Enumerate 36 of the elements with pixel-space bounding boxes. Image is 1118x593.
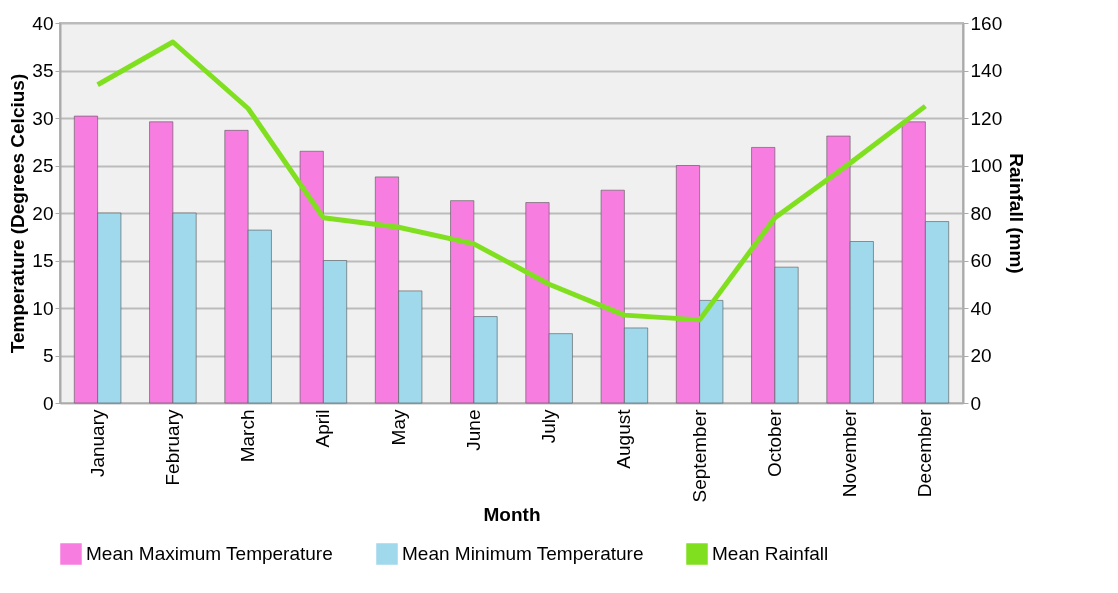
y2-tick-label: 20 xyxy=(970,345,992,366)
x-tick-label: December xyxy=(914,408,936,498)
y-tick-label: 0 xyxy=(42,392,54,414)
x-axis-title: Month xyxy=(483,504,541,526)
x-tick-label: March xyxy=(237,409,259,463)
y2-tick-label: 100 xyxy=(970,155,1003,176)
x-tick-label: January xyxy=(86,409,108,478)
y2-tick-label: 60 xyxy=(970,250,992,271)
legend-label: Mean Maximum Temperature xyxy=(86,543,333,564)
y-tick-label: 15 xyxy=(32,250,54,271)
y2-tick-label: 80 xyxy=(970,202,992,224)
x-tick-label: August xyxy=(613,408,635,469)
x-tick-label: May xyxy=(387,409,409,446)
y2-tick-label: 160 xyxy=(970,12,1003,34)
y-tick-label: 10 xyxy=(32,297,54,319)
legend-label: Mean Rainfall xyxy=(712,543,829,564)
y2-tick-label: 120 xyxy=(970,107,1003,129)
y-tick-label: 40 xyxy=(32,12,54,34)
x-tick-label: April xyxy=(312,409,334,448)
y-tick-label: 30 xyxy=(32,107,54,129)
x-tick-label: February xyxy=(161,409,183,486)
y-axis-title: Temperature (Degrees Celcius) xyxy=(7,73,29,354)
y-tick-label: 5 xyxy=(42,345,54,366)
y-tick-label: 25 xyxy=(32,155,54,176)
x-tick-label: July xyxy=(538,409,560,444)
y2-tick-label: 40 xyxy=(970,297,992,319)
legend-label: Mean Minimum Temperature xyxy=(402,543,644,564)
y2-tick-label: 0 xyxy=(970,392,982,414)
y2-axis-title: Rainfall (mm) xyxy=(1006,153,1028,274)
y-tick-label: 20 xyxy=(32,202,54,224)
x-tick-label: June xyxy=(462,409,484,451)
x-tick-label: November xyxy=(839,408,861,498)
y-tick-label: 35 xyxy=(32,60,54,81)
x-tick-label: September xyxy=(688,408,710,503)
x-tick-label: October xyxy=(763,408,785,478)
y2-tick-label: 140 xyxy=(970,60,1003,81)
